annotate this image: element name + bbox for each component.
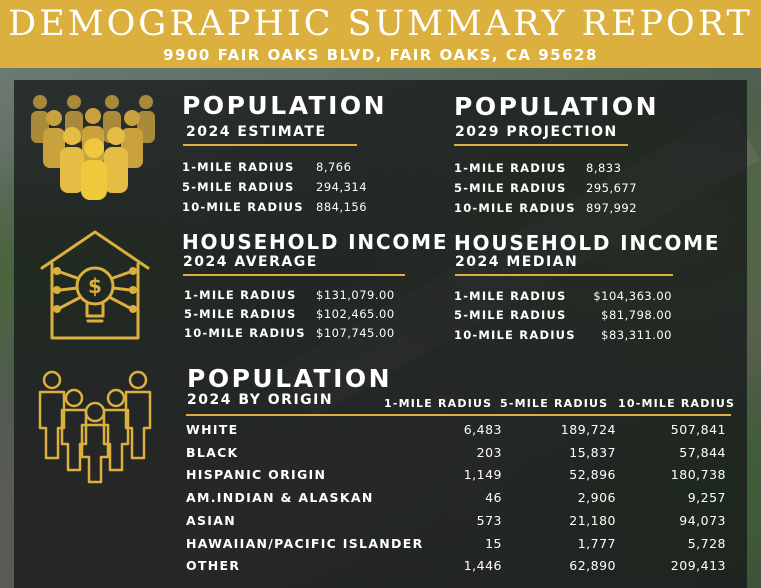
- origin-subtitle: 2024 BY ORIGIN: [187, 392, 334, 408]
- origin-value-1mi: 1,446: [463, 558, 502, 573]
- origin-label: HISPANIC ORIGIN: [186, 467, 327, 482]
- origin-label: BLACK: [186, 445, 239, 460]
- origin-col-3: 10-MILE RADIUS: [618, 397, 736, 410]
- income-average-title: HOUSEHOLD INCOME: [182, 230, 449, 254]
- income-median-subtitle: 2024 MEDIAN: [455, 254, 579, 270]
- origin-col-1: 1-MILE RADIUS: [384, 397, 493, 410]
- row-value: $131,079.00: [316, 288, 395, 302]
- row-label: 10-MILE RADIUS: [184, 326, 306, 340]
- table-row: HISPANIC ORIGIN 1,149 52,896 180,738: [186, 467, 726, 489]
- origin-value-10mi: 507,841: [670, 422, 726, 437]
- origin-value-1mi: 46: [485, 490, 502, 505]
- origin-value-1mi: 1,149: [463, 467, 502, 482]
- row-value: $104,363.00: [593, 289, 672, 303]
- crowd-icon: [31, 95, 155, 200]
- table-row: WHITE 6,483 189,724 507,841: [186, 422, 726, 444]
- origin-col-2: 5-MILE RADIUS: [500, 397, 609, 410]
- origin-value-5mi: 15,837: [569, 445, 616, 460]
- report-header: DEMOGRAPHIC SUMMARY REPORT 9900 FAIR OAK…: [0, 0, 761, 68]
- row-value: 295,677: [586, 181, 638, 195]
- row-label: 5-MILE RADIUS: [182, 180, 295, 194]
- row-label: 10-MILE RADIUS: [182, 200, 304, 214]
- origin-value-10mi: 209,413: [670, 558, 726, 573]
- row-label: 5-MILE RADIUS: [454, 181, 567, 195]
- origin-title: POPULATION: [187, 364, 393, 393]
- row-label: 5-MILE RADIUS: [454, 308, 567, 322]
- origin-value-5mi: 2,906: [577, 490, 616, 505]
- origin-value-1mi: 15: [485, 536, 502, 551]
- origin-value-10mi: 180,738: [670, 467, 726, 482]
- table-row: BLACK 203 15,837 57,844: [186, 445, 726, 467]
- row-value: 294,314: [316, 180, 368, 194]
- origin-value-10mi: 5,728: [687, 536, 726, 551]
- pop-projection-subtitle: 2029 PROJECTION: [455, 124, 618, 140]
- origin-value-5mi: 62,890: [569, 558, 616, 573]
- origin-label: OTHER: [186, 558, 241, 573]
- row-label: 1-MILE RADIUS: [454, 161, 567, 175]
- report-title: DEMOGRAPHIC SUMMARY REPORT: [8, 4, 753, 44]
- row-label: 1-MILE RADIUS: [182, 160, 295, 174]
- origin-value-1mi: 6,483: [463, 422, 502, 437]
- house-income-icon: $: [40, 230, 150, 340]
- pop-estimate-subtitle: 2024 ESTIMATE: [186, 124, 327, 140]
- income-median-divider: [455, 274, 673, 276]
- row-value: $83,311.00: [601, 328, 672, 342]
- origin-value-10mi: 9,257: [687, 490, 726, 505]
- pop-estimate-divider: [183, 144, 357, 146]
- row-value: 897,992: [586, 201, 638, 215]
- row-label: 1-MILE RADIUS: [184, 288, 297, 302]
- origin-label: ASIAN: [186, 513, 236, 528]
- origin-value-1mi: 203: [476, 445, 502, 460]
- origin-label: HAWAIIAN/PACIFIC ISLANDER: [186, 536, 424, 551]
- table-row: OTHER 1,446 62,890 209,413: [186, 558, 726, 580]
- origin-value-10mi: 94,073: [679, 513, 726, 528]
- table-row: HAWAIIAN/PACIFIC ISLANDER 15 1,777 5,728: [186, 536, 726, 558]
- row-label: 10-MILE RADIUS: [454, 328, 576, 342]
- origin-value-5mi: 21,180: [569, 513, 616, 528]
- origin-label: AM.INDIAN & ALASKAN: [186, 490, 374, 505]
- row-value: $107,745.00: [316, 326, 395, 340]
- pop-projection-title: POPULATION: [454, 92, 660, 121]
- row-value: 8,833: [586, 161, 622, 175]
- pop-estimate-title: POPULATION: [182, 91, 388, 120]
- table-row: AM.INDIAN & ALASKAN 46 2,906 9,257: [186, 490, 726, 512]
- report-address: 9900 FAIR OAKS BLVD, FAIR OAKS, CA 95628: [163, 46, 598, 64]
- origin-value-10mi: 57,844: [679, 445, 726, 460]
- income-average-subtitle: 2024 AVERAGE: [183, 254, 318, 270]
- svg-text:$: $: [88, 274, 102, 298]
- origin-divider: [186, 414, 731, 416]
- row-label: 5-MILE RADIUS: [184, 307, 297, 321]
- income-average-divider: [183, 274, 405, 276]
- row-value: $81,798.00: [601, 308, 672, 322]
- row-value: $102,465.00: [316, 307, 395, 321]
- family-group-icon: [38, 370, 152, 484]
- origin-value-5mi: 52,896: [569, 467, 616, 482]
- income-median-title: HOUSEHOLD INCOME: [454, 231, 721, 255]
- origin-value-5mi: 189,724: [560, 422, 616, 437]
- origin-value-1mi: 573: [476, 513, 502, 528]
- row-value: 884,156: [316, 200, 368, 214]
- pop-projection-divider: [454, 144, 628, 146]
- row-label: 1-MILE RADIUS: [454, 289, 567, 303]
- row-value: 8,766: [316, 160, 352, 174]
- origin-value-5mi: 1,777: [577, 536, 616, 551]
- row-label: 10-MILE RADIUS: [454, 201, 576, 215]
- origin-label: WHITE: [186, 422, 239, 437]
- table-row: ASIAN 573 21,180 94,073: [186, 513, 726, 535]
